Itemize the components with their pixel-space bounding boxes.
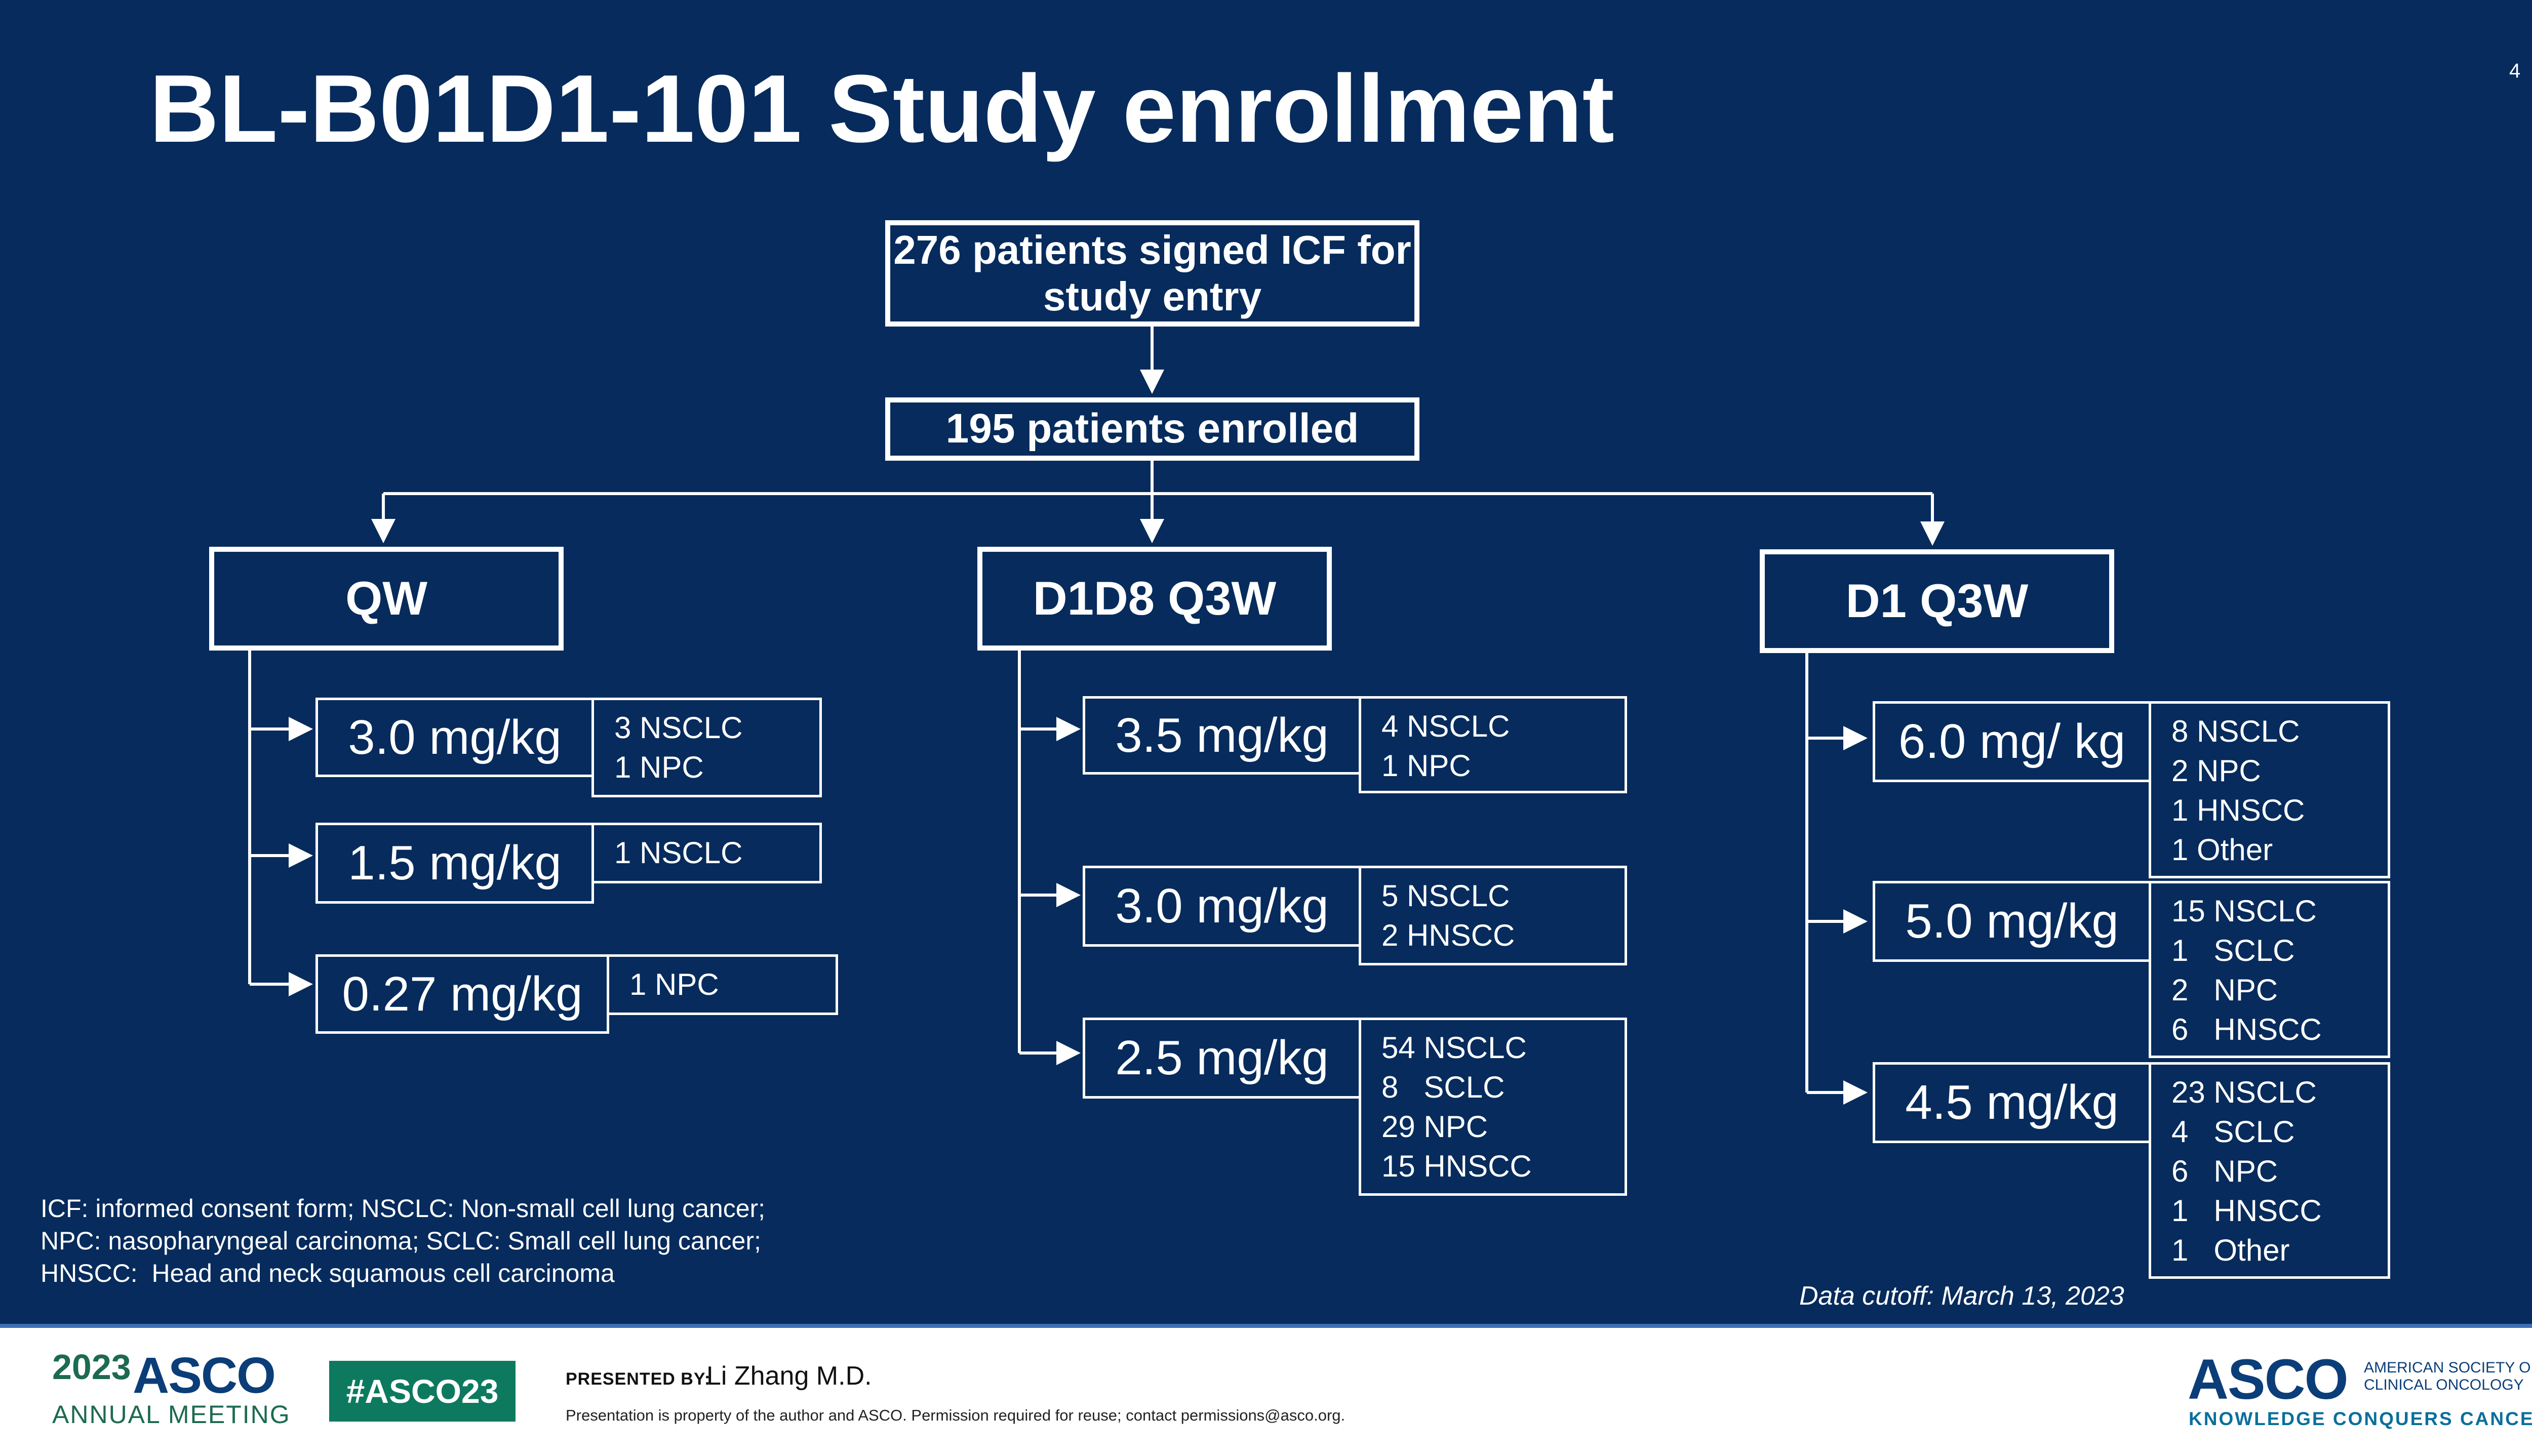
indication-box: 8 NSCLC 2 NPC 1 HNSCC 1 Other — [2149, 701, 2390, 878]
arm-d1-q3w-box: D1 Q3W — [1760, 549, 2114, 653]
connector-lines — [248, 327, 1945, 1105]
meeting-asco-logo: ASCO — [133, 1347, 276, 1404]
reuse-disclaimer: Presentation is property of the author a… — [566, 1406, 1346, 1424]
dose-box: 5.0 mg/kg — [1873, 881, 2151, 962]
slide-title: BL-B01D1-101 Study enrollment — [149, 55, 1614, 163]
indication-box: 4 NSCLC 1 NPC — [1359, 696, 1627, 793]
dose-box: 1.5 mg/kg — [315, 823, 594, 904]
asco-logo: ASCO — [2188, 1348, 2349, 1411]
presented-by-label: PRESENTED BY: — [566, 1369, 711, 1389]
dose-box: 3.5 mg/kg — [1083, 696, 1361, 775]
indication-box: 5 NSCLC 2 HNSCC — [1359, 866, 1627, 965]
indication-box: 15 NSCLC 1 SCLC 2 NPC 6 HNSCC — [2149, 881, 2390, 1058]
meeting-subtitle: ANNUAL MEETING — [52, 1400, 291, 1429]
dose-box: 6.0 mg/ kg — [1873, 701, 2151, 782]
indication-box: 3 NSCLC 1 NPC — [591, 698, 822, 797]
arm-d1d8-q3w-box: D1D8 Q3W — [977, 547, 1332, 651]
meeting-year: 2023 — [52, 1347, 131, 1387]
data-cutoff: Data cutoff: March 13, 2023 — [1799, 1281, 2124, 1311]
dose-box: 4.5 mg/kg — [1873, 1062, 2151, 1143]
indication-box: 23 NSCLC 4 SCLC 6 NPC 1 HNSCC 1 Other — [2149, 1062, 2390, 1279]
asco-society-name: AMERICAN SOCIETY OF CLINICAL ONCOLOGY — [2364, 1359, 2532, 1393]
indication-box: 1 NPC — [607, 954, 838, 1015]
arm-qw-box: QW — [209, 547, 564, 651]
footer-divider — [0, 1324, 2532, 1328]
signed-icf-box: 276 patients signed ICF for study entry — [885, 220, 1419, 327]
dose-box: 3.0 mg/kg — [315, 698, 594, 777]
indication-box: 1 NSCLC — [591, 823, 822, 883]
presenter-name: Li Zhang M.D. — [706, 1361, 872, 1391]
enrolled-box: 195 patients enrolled — [885, 397, 1419, 461]
indication-box: 54 NSCLC 8 SCLC 29 NPC 15 HNSCC — [1359, 1018, 1627, 1196]
dose-box: 0.27 mg/kg — [315, 954, 609, 1034]
page-number: 4 — [2509, 60, 2521, 82]
hashtag-badge: #ASCO23 — [329, 1361, 516, 1422]
abbreviation-footnote: ICF: informed consent form; NSCLC: Non-s… — [41, 1194, 766, 1287]
dose-box: 3.0 mg/kg — [1083, 866, 1361, 947]
asco-tagline: KNOWLEDGE CONQUERS CANCER — [2189, 1408, 2532, 1429]
dose-box: 2.5 mg/kg — [1083, 1018, 1361, 1099]
